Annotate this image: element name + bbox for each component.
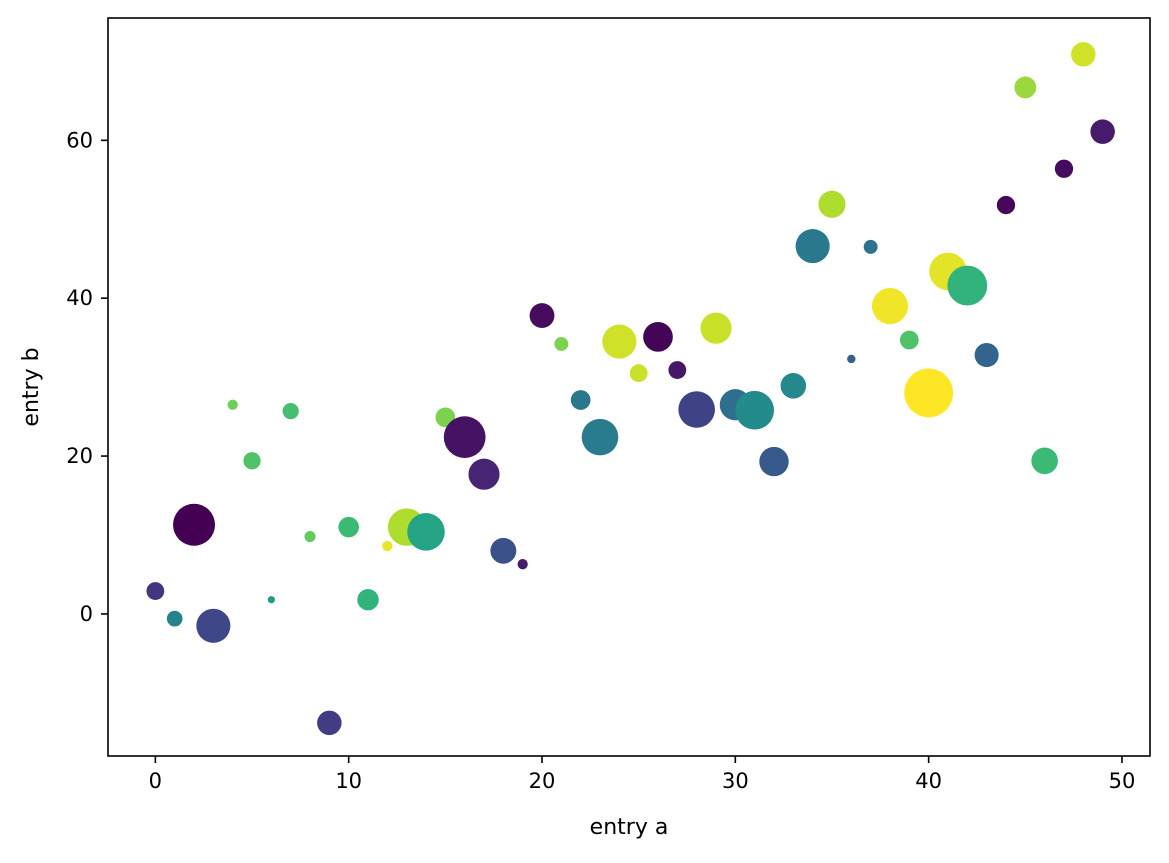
data-point <box>529 303 555 328</box>
data-point <box>1054 159 1074 178</box>
data-points <box>146 42 1115 736</box>
data-point <box>196 608 231 643</box>
y-tick-label: 0 <box>80 602 93 626</box>
y-tick-label: 20 <box>66 444 93 468</box>
data-point <box>166 610 183 627</box>
data-point <box>282 402 299 420</box>
data-point <box>847 354 856 364</box>
data-point <box>490 537 517 564</box>
data-point <box>629 364 648 383</box>
data-point <box>700 312 732 344</box>
x-tick-label: 0 <box>149 769 162 793</box>
data-point <box>227 399 238 410</box>
plot-frame <box>107 17 1151 757</box>
x-tick-label: 30 <box>722 769 749 793</box>
data-point <box>407 513 445 551</box>
data-point <box>517 559 528 570</box>
data-point <box>357 589 379 611</box>
data-point <box>643 322 673 352</box>
data-point <box>818 190 846 218</box>
data-point <box>443 416 486 459</box>
data-point <box>996 195 1016 215</box>
data-point <box>899 330 919 350</box>
data-point <box>871 288 909 325</box>
data-point <box>146 582 165 600</box>
data-point <box>678 391 715 428</box>
x-axis-ticks: 0 10 20 30 40 50 <box>149 756 1136 793</box>
data-point <box>795 229 830 264</box>
y-axis-label: entry b <box>19 347 44 426</box>
data-point <box>904 368 954 418</box>
x-tick-label: 10 <box>335 769 362 793</box>
data-point <box>581 418 619 456</box>
data-point <box>1090 119 1115 144</box>
data-point <box>1031 447 1058 475</box>
data-point <box>570 390 591 410</box>
data-point <box>1071 42 1096 67</box>
data-point <box>947 265 988 306</box>
x-tick-label: 40 <box>915 769 942 793</box>
data-point <box>974 342 999 368</box>
data-point <box>554 337 569 351</box>
data-point <box>759 446 789 477</box>
data-point <box>863 239 878 254</box>
data-point <box>338 516 359 538</box>
data-point <box>735 390 775 430</box>
data-point <box>304 531 316 543</box>
x-tick-label: 20 <box>529 769 556 793</box>
data-point <box>1014 76 1037 99</box>
data-point <box>602 324 637 359</box>
y-tick-label: 60 <box>66 128 93 152</box>
y-tick-label: 40 <box>66 286 93 310</box>
x-axis-label: entry a <box>590 815 669 840</box>
data-point <box>668 361 687 379</box>
x-tick-label: 50 <box>1109 769 1136 793</box>
data-point <box>173 503 216 546</box>
data-point <box>468 458 500 490</box>
data-point <box>267 596 275 604</box>
data-point <box>243 452 261 470</box>
data-point <box>382 540 393 552</box>
data-point <box>780 373 807 399</box>
y-axis-ticks: 0 20 40 60 <box>66 128 108 626</box>
data-point <box>317 710 342 736</box>
